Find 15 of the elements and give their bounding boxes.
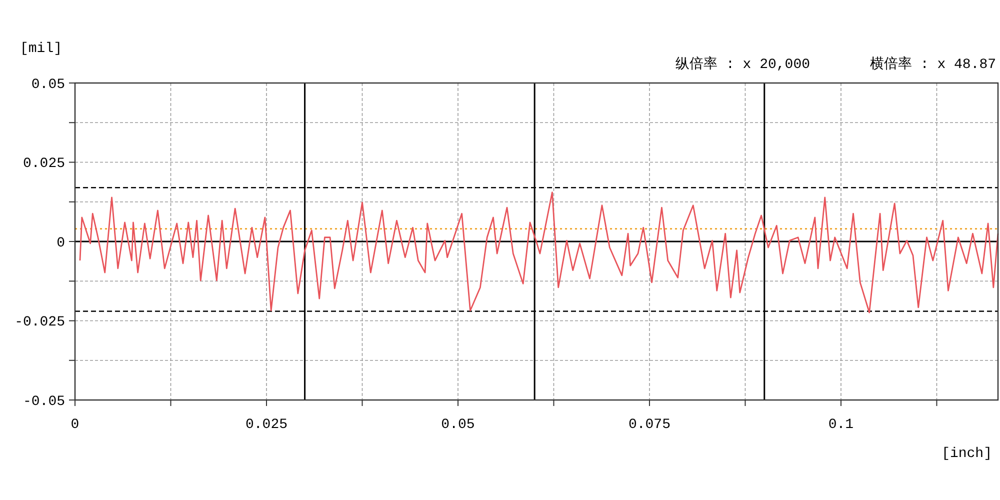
x-tick-label: 0.075	[628, 417, 670, 433]
x-tick-label: 0.1	[828, 417, 854, 433]
y-tick-label: 0.025	[22, 156, 65, 172]
x-tick-label: 0	[70, 417, 80, 433]
y-tick-label: 0.05	[31, 76, 65, 93]
x-tick-label: 0.05	[441, 417, 475, 433]
y-tick-label: -0.025	[14, 314, 65, 331]
line-series	[79, 192, 999, 314]
text: 纵倍率 : x 20,000	[676, 56, 810, 73]
x-tick-label: 0.025	[245, 417, 288, 433]
y-axis-title: [mil]	[20, 41, 62, 57]
text: 横倍率 : x 48.87	[870, 56, 996, 73]
y-tick-label: 0	[56, 235, 65, 252]
y-tick-label: -0.05	[22, 394, 65, 410]
x-axis-title: [inch]	[942, 446, 992, 462]
